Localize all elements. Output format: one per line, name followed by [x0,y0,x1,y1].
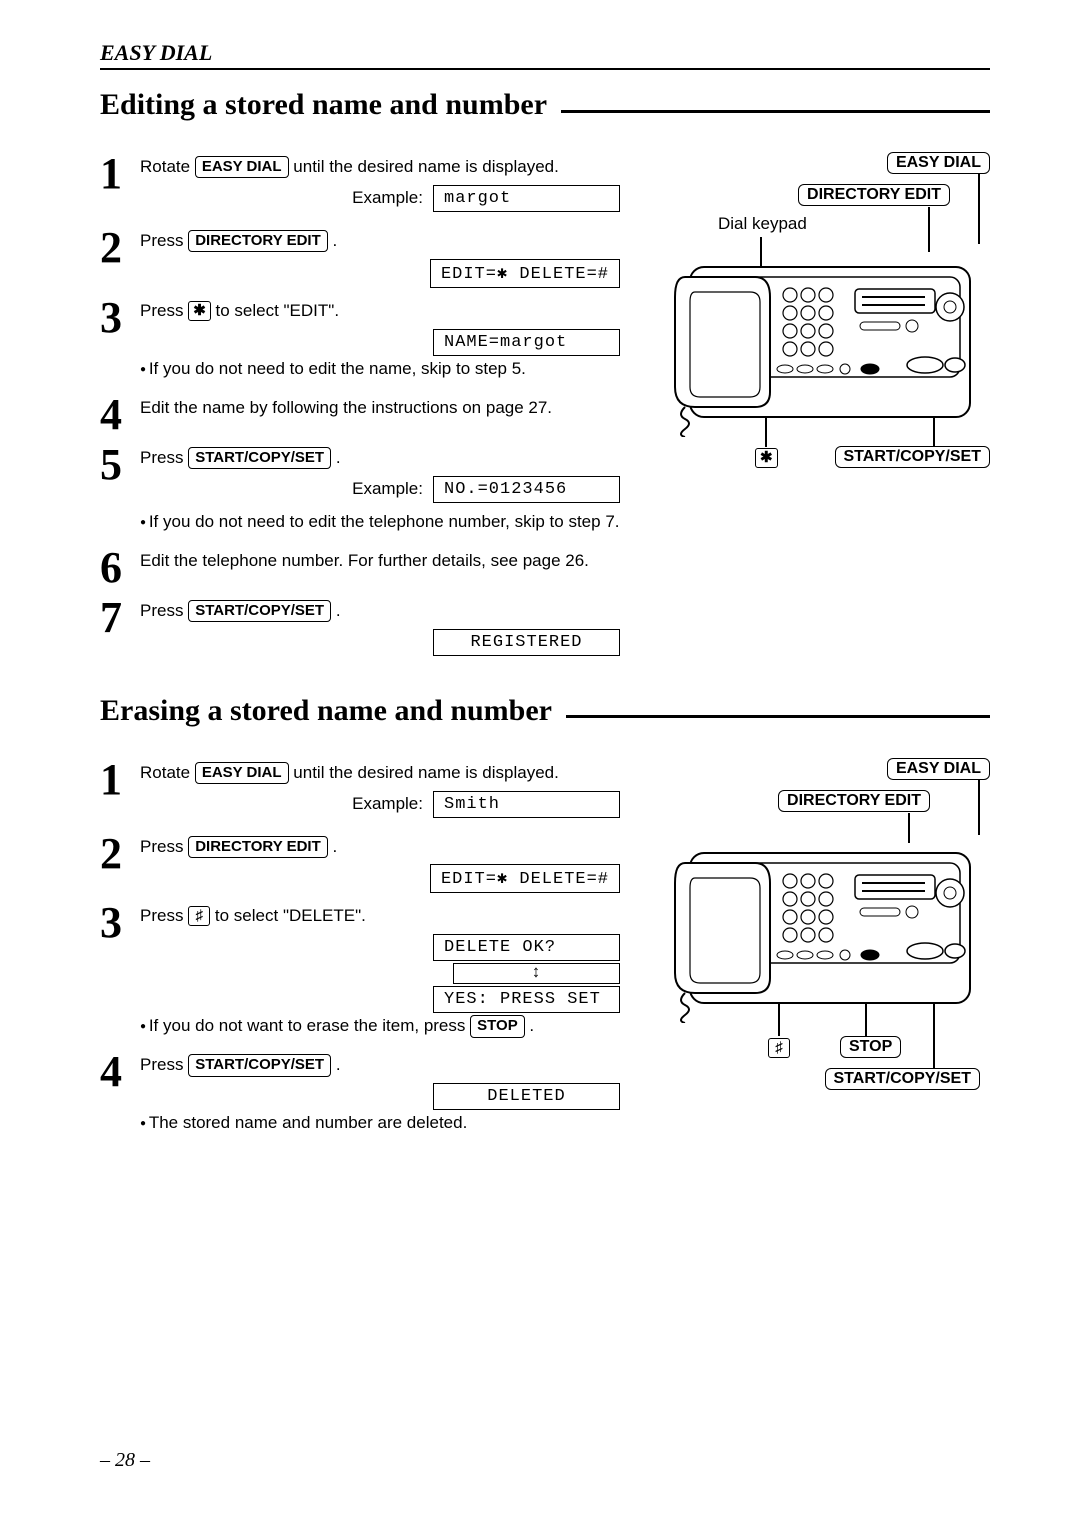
text: Edit the telephone number. For further d… [140,550,620,573]
note: If you do not want to erase the item, pr… [140,1015,620,1038]
text: If you do not want to erase the item, pr… [149,1016,470,1035]
title-erasing: Erasing a stored name and number [100,694,990,728]
text: Press [140,1055,188,1074]
title-editing-text: Editing a stored name and number [100,88,547,122]
text: to select "EDIT". [211,301,339,320]
lcd-display: margot [433,185,620,212]
text: Press [140,837,188,856]
text: . [331,601,340,620]
example-label: Example: [352,188,423,208]
step-number: 3 [100,296,140,387]
lcd-display: NAME=margot [433,329,620,356]
leader-line [978,780,980,835]
step-number: 3 [100,901,140,1044]
text: Press [140,906,188,925]
title-rule [566,715,990,718]
stop-callout: STOP [840,1036,901,1058]
fax-machine-illustration [660,247,980,437]
step-number: 2 [100,832,140,896]
erase-step-4: 4 Press START/COPY/SET . DELETED The sto… [100,1050,620,1141]
edit-step-3: 3 Press ✱ to select "EDIT". NAME=margot … [100,296,620,387]
dial-keypad-label: Dial keypad [718,214,807,234]
step-number: 1 [100,152,140,220]
text: Rotate [140,157,195,176]
figure-erasing: EASY DIAL DIRECTORY EDIT ♯ STOP START/CO… [620,758,990,1148]
start-copy-set-button-label: START/COPY/SET [188,1054,331,1076]
leader-line [978,174,980,244]
directory-edit-callout: DIRECTORY EDIT [798,184,950,206]
text: Press [140,601,188,620]
easy-dial-callout: EASY DIAL [887,758,990,780]
edit-step-4: 4 Edit the name by following the instruc… [100,393,620,437]
text: to select "DELETE". [210,906,366,925]
lcd-display: Smith [433,791,620,818]
hash-key-label: ♯ [188,906,210,926]
directory-edit-button-label: DIRECTORY EDIT [188,230,328,252]
text: . [331,448,340,467]
erase-step-3: 3 Press ♯ to select "DELETE". DELETE OK?… [100,901,620,1044]
step-number: 2 [100,226,140,290]
lcd-display: YES: PRESS SET [433,986,620,1013]
erase-step-1: 1 Rotate EASY DIAL until the desired nam… [100,758,620,826]
title-rule [561,110,990,113]
text: Rotate [140,763,195,782]
title-editing: Editing a stored name and number [100,88,990,122]
erase-step-2: 2 Press DIRECTORY EDIT . EDIT=✱ DELETE=# [100,832,620,896]
text: . [328,231,337,250]
start-copy-set-callout: START/COPY/SET [835,446,991,468]
step-number: 4 [100,393,140,437]
lcd-display: EDIT=✱ DELETE=# [430,864,620,893]
lcd-display: NO.=0123456 [433,476,620,503]
text: . [331,1055,340,1074]
text: until the desired name is displayed. [289,763,559,782]
text: . [525,1016,534,1035]
fax-machine-illustration [660,833,980,1023]
example-label: Example: [352,479,423,499]
stop-button-label: STOP [470,1015,525,1037]
star-key-callout: ✱ [755,448,778,468]
start-copy-set-button-label: START/COPY/SET [188,447,331,469]
lcd-display: DELETE OK? [433,934,620,961]
edit-step-2: 2 Press DIRECTORY EDIT . EDIT=✱ DELETE=# [100,226,620,290]
hash-key-callout: ♯ [768,1038,790,1058]
lcd-display: EDIT=✱ DELETE=# [430,259,620,288]
edit-step-1: 1 Rotate EASY DIAL until the desired nam… [100,152,620,220]
text: Press [140,301,188,320]
text: Press [140,231,188,250]
step-number: 1 [100,758,140,826]
easy-dial-callout: EASY DIAL [887,152,990,174]
page-number: – 28 – [100,1449,150,1472]
note: If you do not need to edit the name, ski… [140,358,620,381]
edit-step-6: 6 Edit the telephone number. For further… [100,546,620,590]
start-copy-set-button-label: START/COPY/SET [188,600,331,622]
text: . [328,837,337,856]
leader-line [928,207,930,252]
section-header: EASY DIAL [100,40,990,70]
step-number: 4 [100,1050,140,1141]
lcd-display: ↕ [453,963,620,984]
text: Edit the name by following the instructi… [140,397,620,420]
easy-dial-button-label: EASY DIAL [195,156,289,178]
step-number: 5 [100,443,140,540]
step-number: 7 [100,596,140,658]
step-number: 6 [100,546,140,590]
edit-step-7: 7 Press START/COPY/SET . REGISTERED [100,596,620,658]
text: Press [140,448,188,467]
example-label: Example: [352,794,423,814]
lcd-display: REGISTERED [433,629,620,656]
easy-dial-button-label: EASY DIAL [195,762,289,784]
directory-edit-button-label: DIRECTORY EDIT [188,836,328,858]
note: If you do not need to edit the telephone… [140,511,620,534]
title-erasing-text: Erasing a stored name and number [100,694,552,728]
directory-edit-callout: DIRECTORY EDIT [778,790,930,812]
note: The stored name and number are deleted. [140,1112,620,1135]
start-copy-set-callout: START/COPY/SET [825,1068,981,1090]
star-key-label: ✱ [188,301,211,321]
text: until the desired name is displayed. [289,157,559,176]
edit-step-5: 5 Press START/COPY/SET . Example: NO.=01… [100,443,620,540]
lcd-display: DELETED [433,1083,620,1110]
figure-editing: EASY DIAL DIRECTORY EDIT Dial keypad ✱ S… [620,152,990,664]
